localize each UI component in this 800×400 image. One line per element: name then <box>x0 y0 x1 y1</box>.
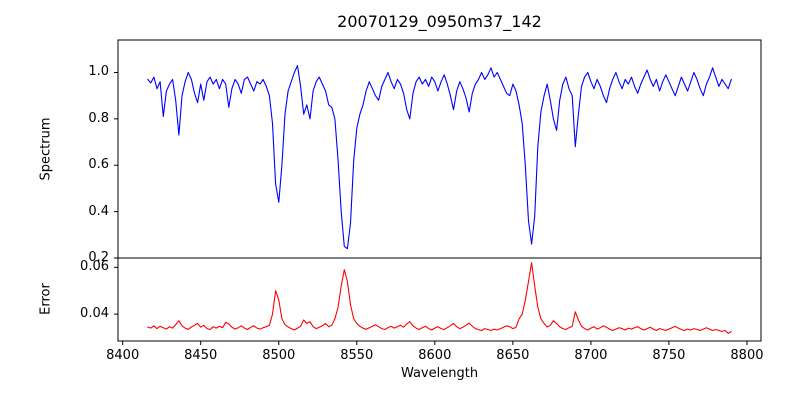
y-tick-label: 0.4 <box>88 203 109 219</box>
x-tick-label: 8500 <box>262 348 296 363</box>
x-tick-label: 8750 <box>652 348 686 363</box>
x-tick-label: 8700 <box>574 348 608 363</box>
error-axis-label: Error <box>38 283 54 315</box>
chart-title: 20070129_0950m37_142 <box>337 12 542 31</box>
top-panel-frame <box>117 39 762 259</box>
error-line <box>147 262 732 334</box>
x-tick-label: 8450 <box>184 348 218 363</box>
x-tick-label: 8650 <box>496 348 530 363</box>
y-tick-label: 0.2 <box>88 250 109 265</box>
x-tick-label: 8400 <box>106 348 140 363</box>
bottom-panel-frame <box>117 257 762 342</box>
y-tick-label: 0.06 <box>80 259 109 275</box>
y-tick-label: 0.04 <box>80 306 109 322</box>
wavelength-axis-label: Wavelength <box>400 366 479 381</box>
x-tick-label: 8600 <box>418 348 452 363</box>
y-tick-label: 1.0 <box>88 64 109 80</box>
y-tick-label: 0.6 <box>88 157 109 173</box>
x-tick-label: 8800 <box>730 348 764 363</box>
spectrum-line <box>147 64 732 250</box>
axis-ticks <box>114 71 748 345</box>
y-tick-label: 0.8 <box>88 110 109 126</box>
x-tick-label: 8550 <box>340 348 374 363</box>
spectrum-axis-label: Spectrum <box>38 117 54 181</box>
